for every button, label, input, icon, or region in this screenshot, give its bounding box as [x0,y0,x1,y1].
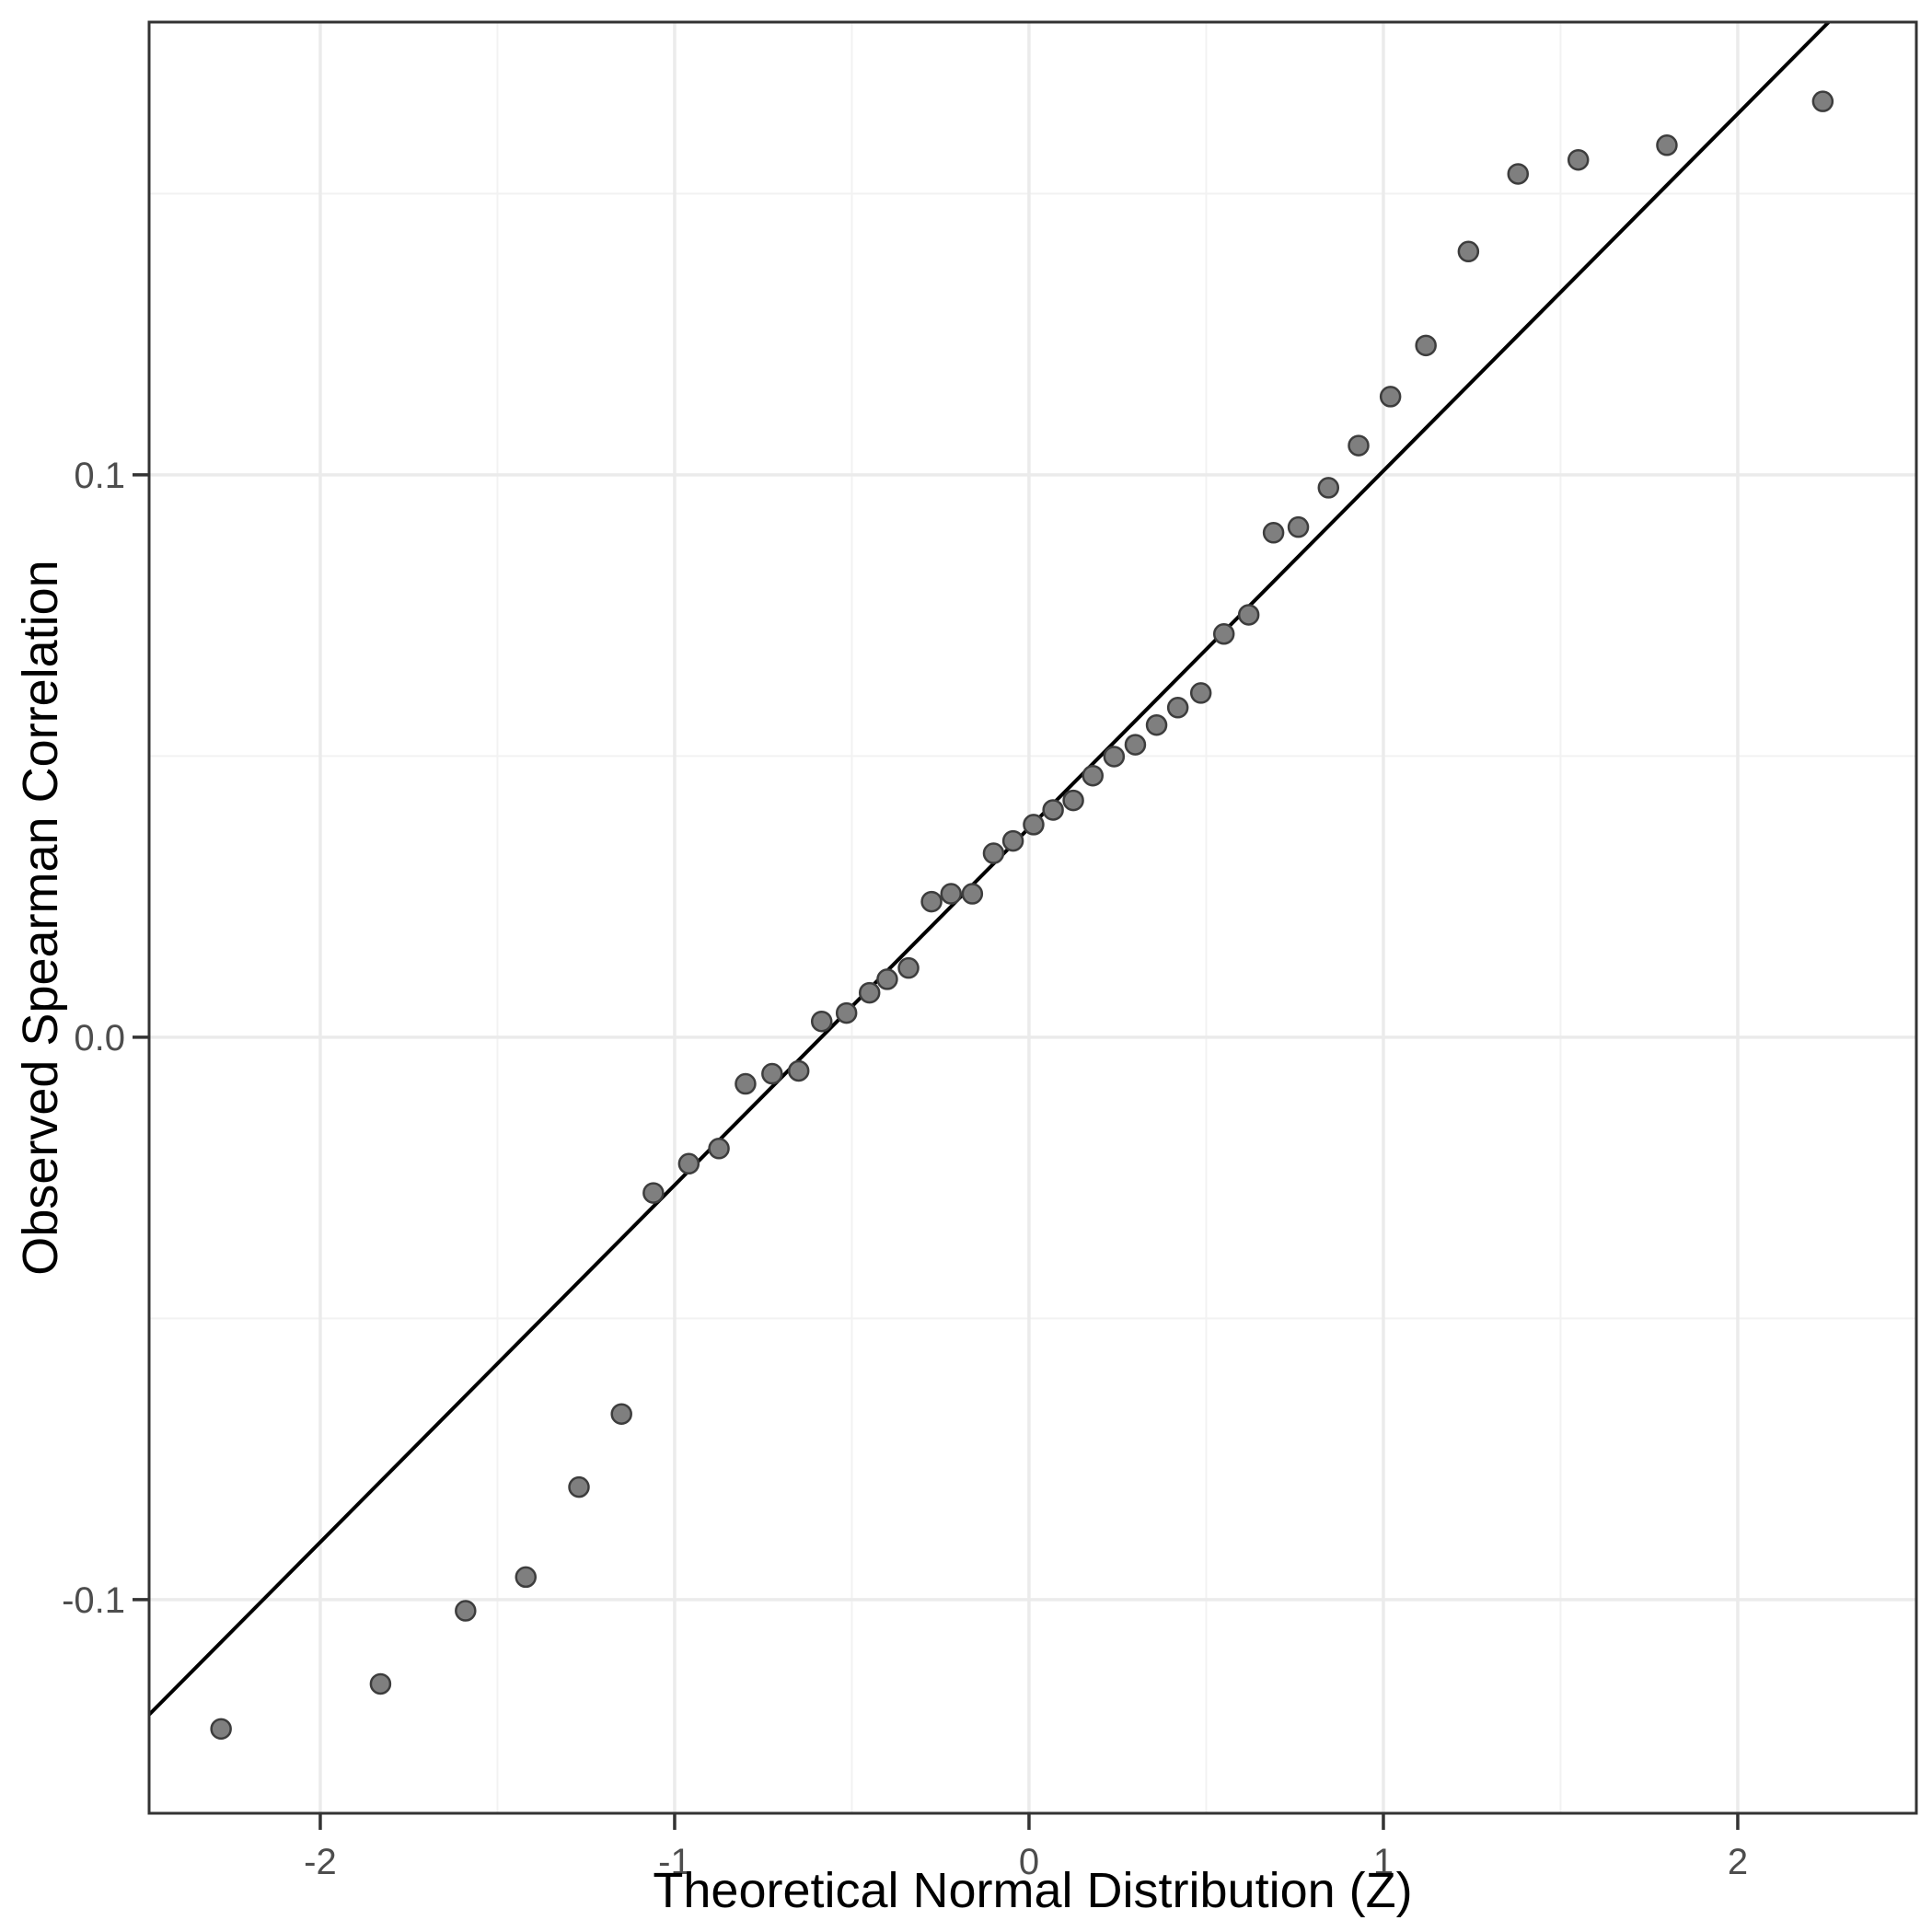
y-axis-title: Observed Spearman Correlation [13,560,68,1275]
axis-ticks [133,473,1740,1830]
data-point [1811,90,1834,112]
data-point [1656,134,1678,156]
x-tick-label: -1 [658,1842,691,1882]
data-point [708,1138,730,1160]
data-point [1237,604,1260,626]
data-point [1189,682,1212,704]
data-point [1457,240,1480,263]
data-point [1212,623,1235,645]
data-point [515,1566,538,1589]
data-point [897,956,920,979]
data-point [677,1152,700,1175]
reference-line-layer [147,20,1831,1717]
y-tick-label: 0.0 [74,1018,125,1059]
data-point [876,968,898,990]
data-point [1166,697,1189,719]
x-tick-label: 0 [1019,1842,1039,1882]
x-axis-title: Theoretical Normal Distribution (Z) [653,1863,1412,1918]
data-point [642,1182,665,1204]
data-point [835,1001,858,1024]
data-points-layer [210,90,1834,1741]
panel-border [147,20,1918,1815]
minor-gridlines [149,22,1916,1813]
data-point [920,890,943,913]
y-tick-label: -0.1 [62,1580,125,1621]
data-point [858,981,881,1004]
data-point [568,1475,590,1498]
data-point [735,1072,757,1095]
panel-border-rect [147,20,1918,1815]
data-point [1145,713,1168,736]
data-point [1042,799,1064,821]
x-tick-label: -2 [304,1842,337,1882]
data-point [1348,434,1370,457]
data-point [455,1600,477,1622]
data-point [1001,829,1024,852]
x-tick-label: 2 [1728,1842,1748,1882]
x-tick-label: 1 [1373,1842,1394,1882]
data-point [787,1059,810,1082]
qq-reference-line [147,20,1831,1717]
data-point [1567,148,1590,171]
data-point [1103,746,1126,768]
y-tick-label: 0.1 [74,456,125,496]
data-point [1287,515,1310,538]
data-point [369,1672,392,1695]
data-point [1062,789,1084,812]
data-point [1379,386,1402,408]
data-point [982,842,1005,864]
data-point [940,883,963,905]
data-point [1317,477,1340,499]
y-tick-labels: -0.1 0.0 0.1 [62,456,125,1621]
data-point [610,1403,632,1425]
data-point [1023,814,1045,836]
data-point [1124,734,1147,756]
data-point [1082,764,1105,787]
data-point [210,1718,232,1741]
data-point [961,883,984,905]
data-point [810,1010,833,1033]
data-point [1262,522,1285,544]
x-tick-labels: -2 -1 0 1 2 [304,1842,1748,1882]
major-gridlines [149,22,1916,1813]
data-point [1415,334,1437,357]
data-point [1507,163,1530,185]
data-point [761,1062,783,1085]
